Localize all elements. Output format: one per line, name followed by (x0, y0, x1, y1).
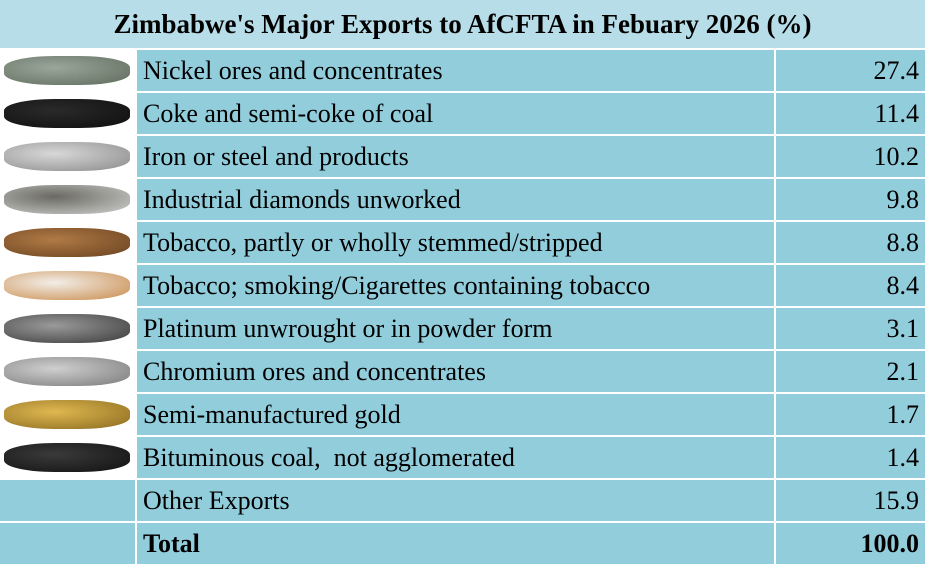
row-label: Tobacco, partly or wholly stemmed/stripp… (137, 222, 774, 263)
row-value: 27.4 (776, 50, 925, 91)
product-image (4, 271, 130, 300)
thumbnail (0, 93, 135, 134)
product-image (4, 56, 130, 85)
row-label: Other Exports (137, 480, 774, 521)
product-image (4, 357, 130, 386)
row-label: Semi-manufactured gold (137, 394, 774, 435)
table-title: Zimbabwe's Major Exports to AfCFTA in Fe… (0, 0, 925, 48)
product-image (4, 228, 130, 257)
row-label: Nickel ores and concentrates (137, 50, 774, 91)
product-image (4, 314, 130, 343)
thumbnail (0, 136, 135, 177)
thumbnail (0, 437, 135, 478)
row-value: 1.4 (776, 437, 925, 478)
row-value: 15.9 (776, 480, 925, 521)
thumbnail (0, 523, 135, 564)
row-label: Tobacco; smoking/Cigarettes containing t… (137, 265, 774, 306)
thumbnail (0, 480, 135, 521)
row-value: 1.7 (776, 394, 925, 435)
row-label: Total (137, 523, 774, 564)
row-value: 2.1 (776, 351, 925, 392)
row-label: Industrial diamonds unworked (137, 179, 774, 220)
row-value: 9.8 (776, 179, 925, 220)
row-label: Chromium ores and concentrates (137, 351, 774, 392)
row-label: Coke and semi-coke of coal (137, 93, 774, 134)
row-label: Platinum unwrought or in powder form (137, 308, 774, 349)
product-image (4, 400, 130, 429)
row-value: 100.0 (776, 523, 925, 564)
product-image (4, 142, 130, 171)
row-value: 8.4 (776, 265, 925, 306)
thumbnail (0, 265, 135, 306)
thumbnail (0, 351, 135, 392)
row-value: 8.8 (776, 222, 925, 263)
thumbnail (0, 179, 135, 220)
thumbnail (0, 222, 135, 263)
product-image (4, 185, 130, 214)
thumbnail (0, 308, 135, 349)
product-image (4, 443, 130, 472)
product-image (4, 99, 130, 128)
row-value: 11.4 (776, 93, 925, 134)
row-value: 10.2 (776, 136, 925, 177)
thumbnail (0, 50, 135, 91)
row-label: Iron or steel and products (137, 136, 774, 177)
thumbnail (0, 394, 135, 435)
row-label: Bituminous coal, not agglomerated (137, 437, 774, 478)
row-value: 3.1 (776, 308, 925, 349)
